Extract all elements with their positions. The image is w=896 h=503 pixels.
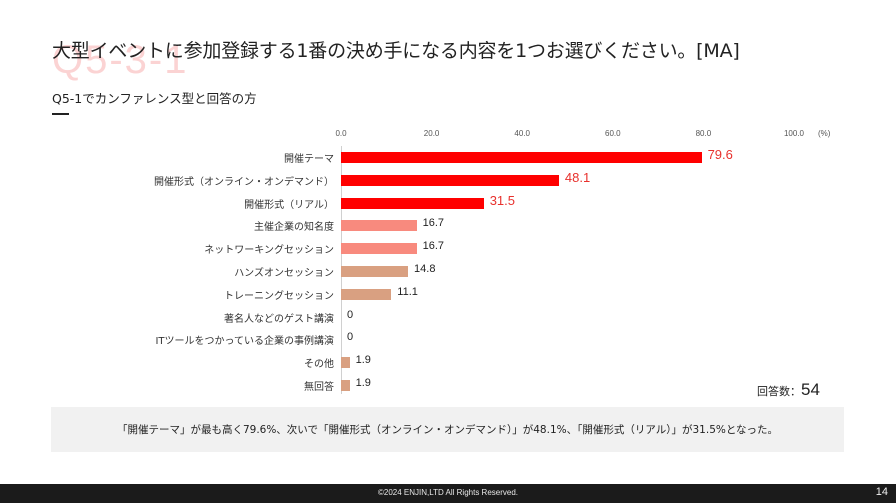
category-label: 主催企業の知名度 — [254, 222, 334, 234]
summary-text: 「開催テーマ」が最も高く79.6%、次いで「開催形式（オンライン・オンデマンド）… — [116, 424, 779, 436]
respondent-count: 回答数：54 — [757, 380, 820, 400]
x-tick-label: 0.0 — [335, 129, 347, 138]
category-label: 無回答 — [304, 382, 334, 393]
category-label: ネットワーキングセッション — [204, 245, 334, 257]
value-label: 16.7 — [422, 240, 445, 253]
bar — [341, 357, 350, 369]
bar-row: 開催形式（オンライン・オンデマンド） 48.1 — [0, 169, 896, 192]
x-tick-label: 60.0 — [605, 129, 621, 138]
bar — [341, 197, 484, 209]
value-label: 1.9 — [355, 377, 371, 389]
bar-row: 著名人などのゲスト講演 0 — [0, 306, 896, 329]
value-label: 79.6 — [707, 147, 733, 162]
value-label: 11.1 — [397, 285, 418, 298]
value-label: 48.1 — [564, 169, 591, 185]
copyright-text: ©2024 ENJIN,LTD All Rights Reserved. — [377, 488, 519, 497]
value-label: 0 — [347, 308, 354, 321]
x-tick-label: 80.0 — [695, 129, 712, 138]
respondent-count-label: 回答数： — [757, 385, 801, 398]
x-axis-ticks: 0.0 20.0 40.0 60.0 80.0 100.0 — [0, 129, 896, 141]
bar-row: ハンズオンセッション 14.8 — [0, 260, 896, 283]
bar-row: 開催形式（リアル） 31.5 — [0, 192, 896, 215]
category-label: 開催形式（オンライン・オンデマンド） — [154, 176, 334, 188]
x-axis-unit: (%) — [818, 129, 831, 138]
bar — [341, 152, 702, 163]
bar-row: 無回答 1.9 — [0, 374, 896, 397]
value-label: 0 — [347, 331, 354, 344]
value-label: 31.5 — [489, 192, 515, 208]
bar-row: トレーニングセッション 11.1 — [0, 283, 896, 306]
question-id-watermark: Q5-3-1 — [52, 38, 189, 82]
slide-title: 大型イベントに参加登録する1番の決め手になる内容を1つお選びください。[MA] — [52, 40, 740, 62]
category-label: ITツールをつかっている企業の事例講演 — [155, 336, 334, 348]
value-label: 14.8 — [414, 263, 436, 275]
bar-row: ネットワーキングセッション 16.7 — [0, 237, 896, 260]
bar-row: その他 1.9 — [0, 351, 896, 374]
bar — [341, 243, 417, 255]
value-label: 16.7 — [422, 217, 445, 230]
bar — [341, 380, 350, 391]
bar — [341, 220, 417, 232]
category-label: その他 — [304, 359, 334, 371]
category-label: ハンズオンセッション — [234, 268, 334, 279]
footer-bar: ©2024 ENJIN,LTD All Rights Reserved. 14 — [0, 484, 896, 503]
bar-row: 主催企業の知名度 16.7 — [0, 214, 896, 237]
bar-row: ITツールをつかっている企業の事例講演 0 — [0, 328, 896, 351]
subtitle-underline — [52, 113, 69, 115]
slide-subtitle: Q5-1でカンファレンス型と回答の方 — [52, 91, 257, 106]
category-label: 著名人などのゲスト講演 — [224, 313, 334, 325]
summary-box: 「開催テーマ」が最も高く79.6%、次いで「開催形式（オンライン・オンデマンド）… — [51, 407, 844, 452]
bar-row: 開催テーマ 79.6 — [0, 146, 896, 169]
respondent-count-value: 54 — [801, 380, 820, 399]
bar — [341, 288, 392, 300]
bar — [341, 266, 409, 277]
category-label: トレーニングセッション — [224, 290, 334, 302]
x-tick-label: 100.0 — [783, 129, 805, 138]
x-tick-label: 40.0 — [514, 129, 530, 138]
category-label: 開催テーマ — [284, 154, 334, 165]
category-label: 開催形式（リアル） — [244, 199, 334, 211]
page-number: 14 — [875, 486, 888, 498]
bar — [341, 174, 559, 186]
x-tick-label: 20.0 — [423, 129, 440, 138]
value-label: 1.9 — [355, 354, 371, 367]
